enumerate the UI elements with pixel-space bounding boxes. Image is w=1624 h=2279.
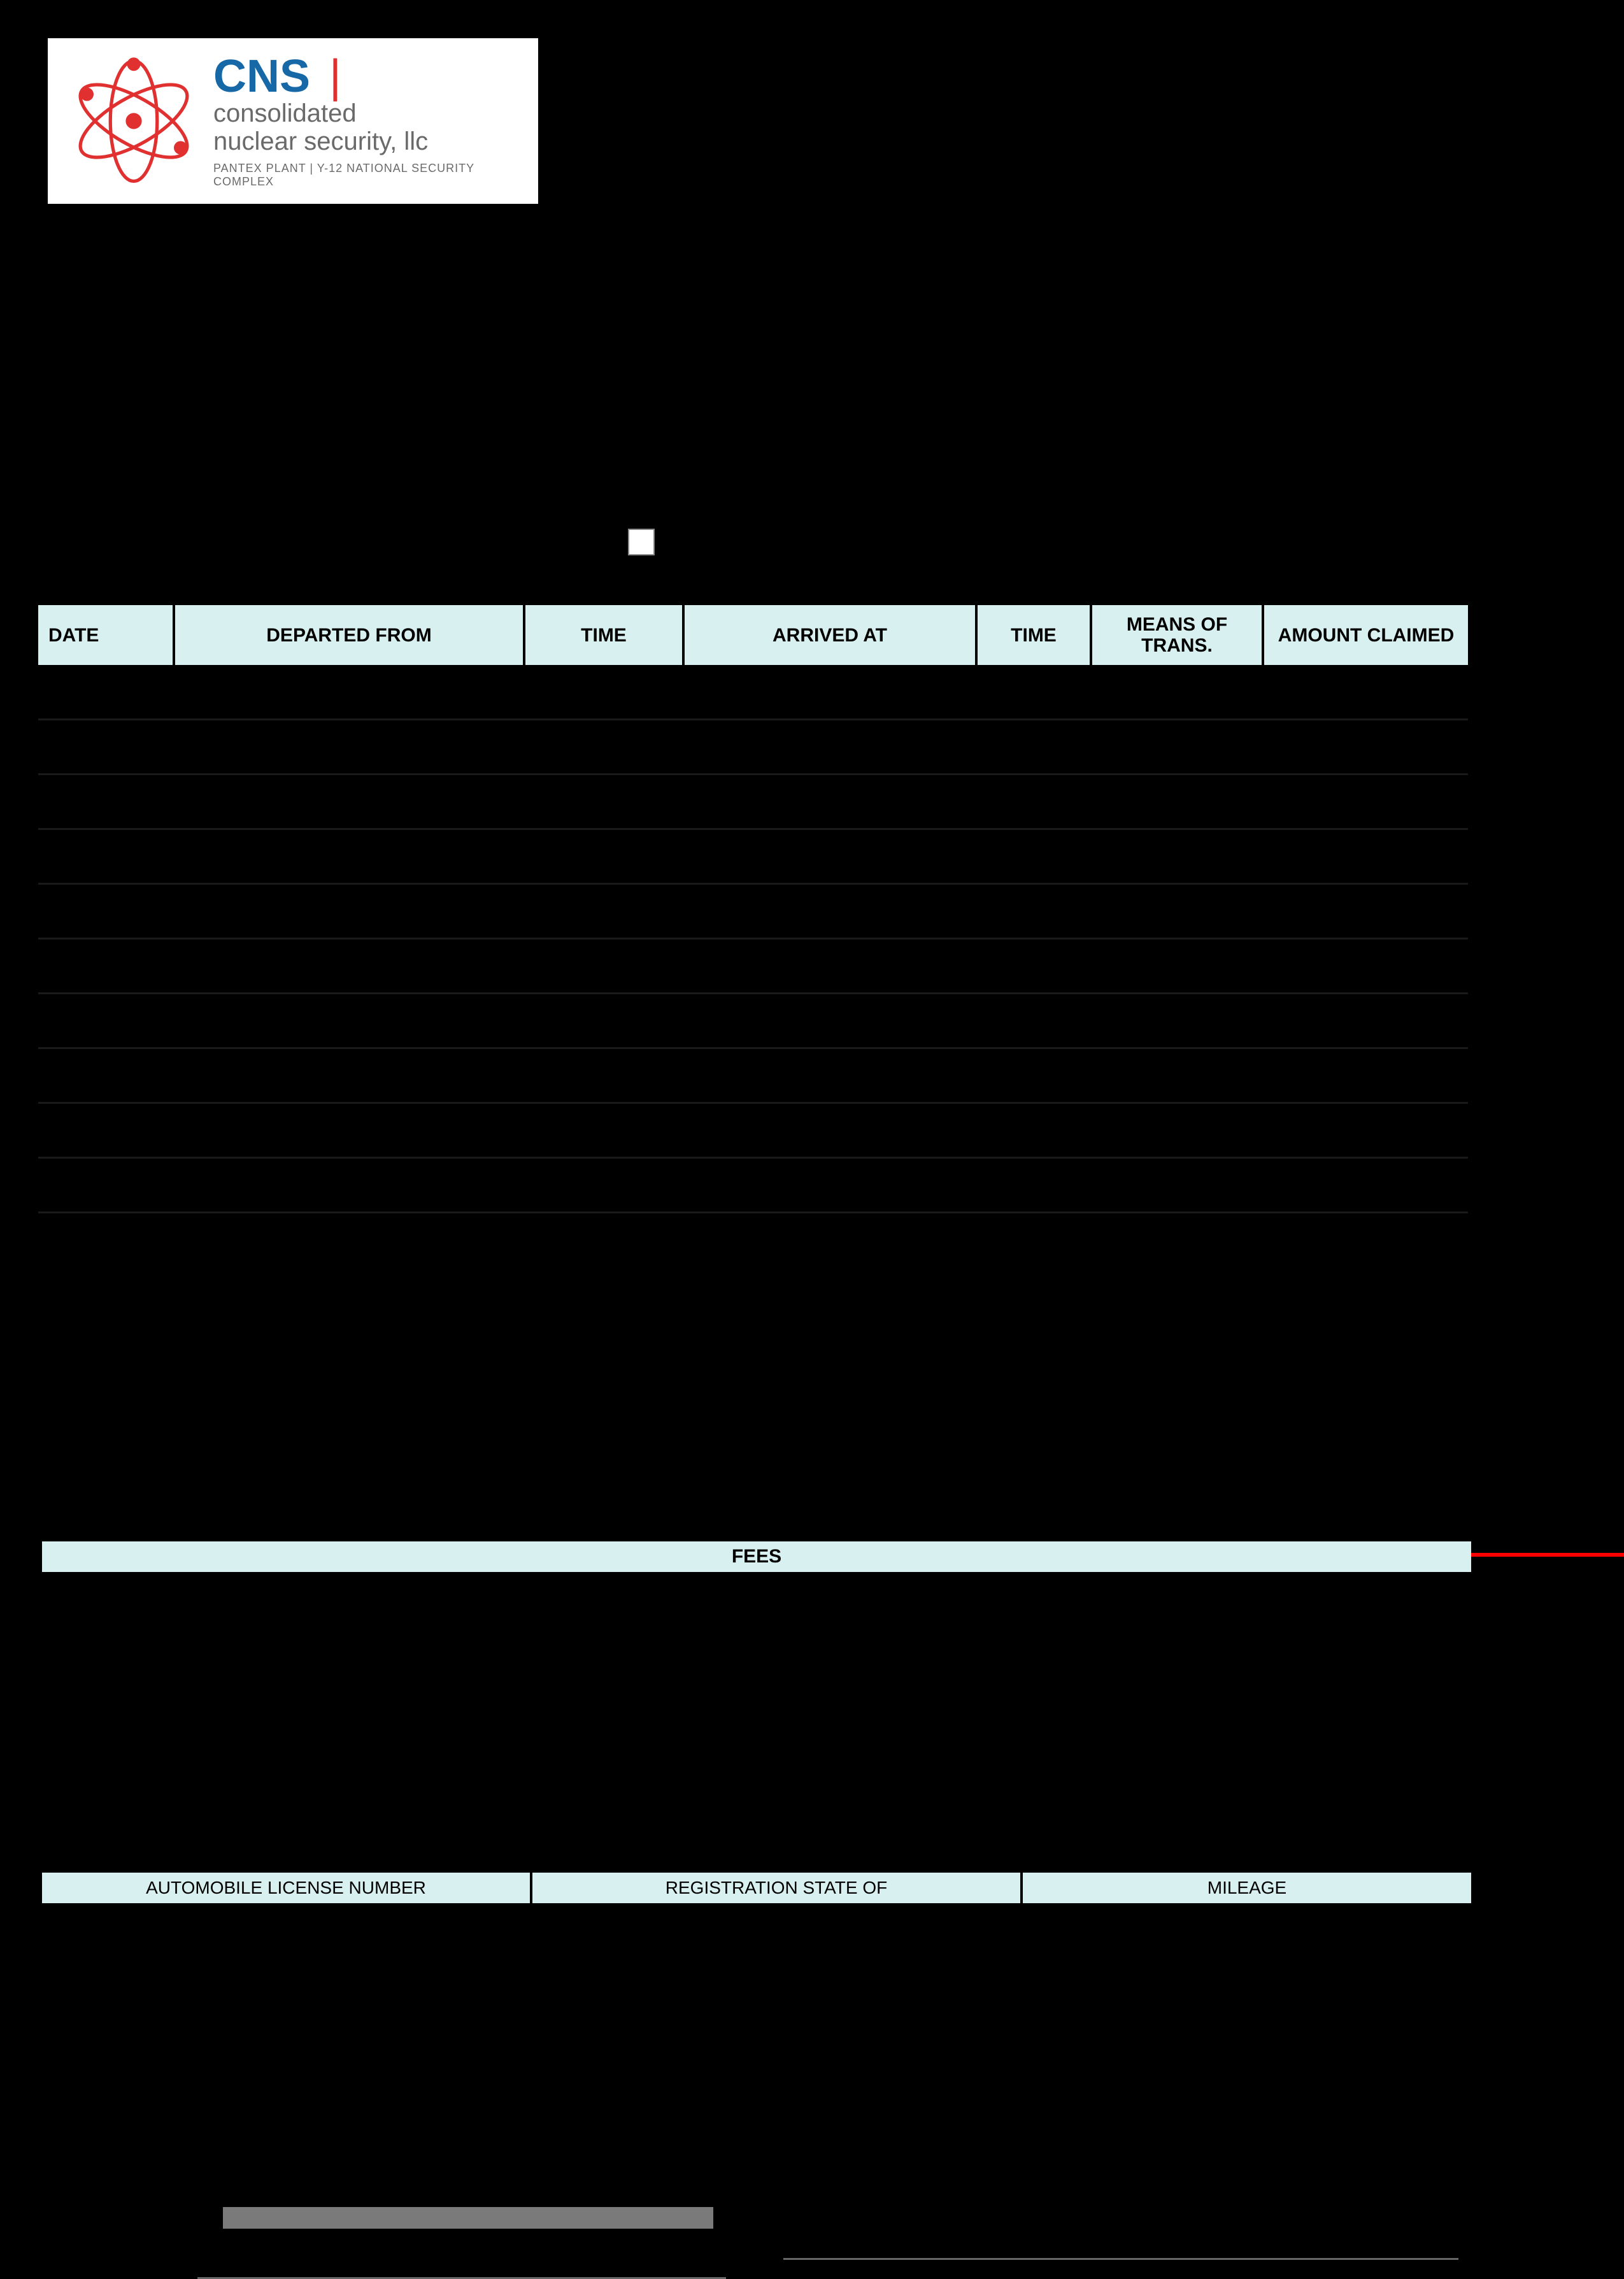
col-arrived-at: ARRIVED AT [685, 605, 978, 665]
logo-divider: | [329, 51, 341, 102]
col-amount-label: AMOUNT CLAIMED [1278, 625, 1455, 646]
travel-table-header: DATE DEPARTED FROM TIME ARRIVED AT TIME … [38, 605, 1468, 665]
page: CNS | consolidated nuclear security, llc… [0, 0, 1624, 2102]
atom-icon [67, 54, 201, 188]
col-registration-state: REGISTRATION STATE OF [532, 1873, 1023, 1903]
fees-section-header: FEES [42, 1541, 1471, 1572]
table-row[interactable] [38, 720, 1468, 775]
logo-text: CNS | consolidated nuclear security, llc… [213, 54, 519, 189]
logo-name-line2: nuclear security, llc [213, 127, 428, 155]
logo-abbr: CNS [213, 51, 323, 102]
col-time-arrive: TIME [978, 605, 1092, 665]
table-row[interactable] [38, 666, 1468, 720]
col-means-of-trans: MEANS OF TRANS. [1092, 605, 1264, 665]
auto-table-header: AUTOMOBILE LICENSE NUMBER REGISTRATION S… [42, 1873, 1471, 1903]
table-row[interactable] [38, 939, 1468, 994]
fees-accent-line [1471, 1553, 1624, 1557]
col-time-depart: TIME [525, 605, 685, 665]
table-row[interactable] [38, 994, 1468, 1049]
table-row[interactable] [38, 775, 1468, 830]
table-row[interactable] [38, 1159, 1468, 1213]
travel-table-rows [38, 666, 1468, 1213]
signature-underline-right [783, 2258, 1458, 2260]
table-row[interactable] [38, 885, 1468, 939]
col-date: DATE [38, 605, 175, 665]
table-row[interactable] [38, 1104, 1468, 1159]
col-departed-from: DEPARTED FROM [175, 605, 525, 665]
col-amount-claimed: AMOUNT CLAIMED [1264, 605, 1468, 665]
table-row[interactable] [38, 830, 1468, 885]
signature-field[interactable] [223, 2207, 713, 2229]
company-logo: CNS | consolidated nuclear security, llc… [48, 38, 538, 204]
col-means-label: MEANS OF TRANS. [1096, 614, 1258, 656]
col-license-number: AUTOMOBILE LICENSE NUMBER [42, 1873, 532, 1903]
table-row[interactable] [38, 1049, 1468, 1104]
logo-abbr-row: CNS | consolidated nuclear security, llc [213, 54, 519, 155]
logo-name-line1: consolidated [213, 99, 357, 127]
col-mileage: MILEAGE [1023, 1873, 1471, 1903]
form-checkbox[interactable] [628, 529, 655, 555]
logo-tagline: PANTEX PLANT | Y-12 NATIONAL SECURITY CO… [213, 162, 519, 189]
